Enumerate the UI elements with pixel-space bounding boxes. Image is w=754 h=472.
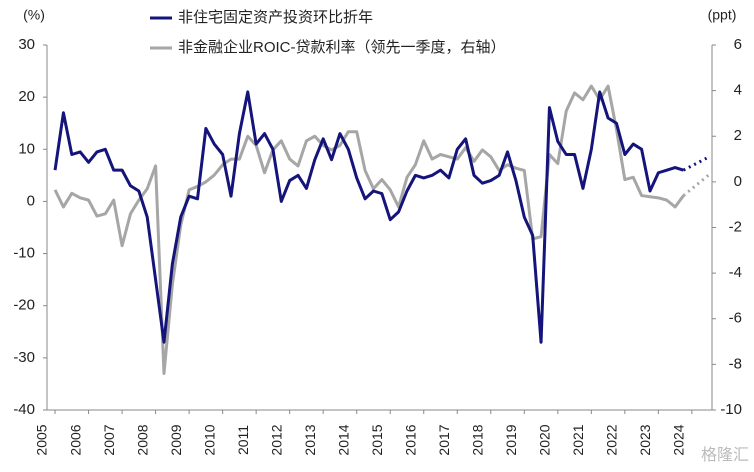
x-tick-label: 2009 [168,424,184,455]
x-tick-label: 2006 [67,424,83,455]
x-tick-label: 2007 [101,424,117,455]
x-tick-label: 2021 [570,424,586,455]
y2-tick-label: 4 [734,82,742,99]
series-line [53,90,684,344]
x-tick-label: 2024 [671,424,687,455]
y2-tick-label: -10 [720,401,742,418]
x-tick-label: 2023 [637,424,653,455]
y2-tick-label: 0 [734,173,742,190]
projection-line [682,155,710,172]
y-tick-label: 20 [18,88,35,105]
x-tick-label: 2012 [268,424,284,455]
y2-tick-label: -2 [729,218,742,235]
y2-tick-label: 2 [734,127,742,144]
x-tick-label: 2010 [201,424,217,455]
y-tick-label: -30 [13,349,35,366]
series-line [53,84,685,375]
y2-axis-label: (ppt) [708,7,737,23]
y-tick-label: -20 [13,297,35,314]
y2-tick-label: -6 [729,310,742,327]
y-tick-label: -40 [13,401,35,418]
x-tick-label: 2020 [537,424,553,455]
watermark: 格隆汇 [701,446,749,464]
y2-tick-label: -4 [729,264,742,281]
y2-tick-label: -8 [729,355,742,372]
x-tick-label: 2019 [503,424,519,455]
x-tick-label: 2014 [335,424,351,455]
legend-label: 非金融企业ROIC-贷款利率（领先一季度，右轴） [178,38,506,56]
x-tick-label: 2022 [604,424,620,455]
y-tick-label: -10 [13,245,35,262]
x-tick-label: 2017 [436,424,452,455]
x-tick-label: 2005 [34,424,50,455]
y-tick-label: 30 [18,36,35,53]
legend-label: 非住宅固定资产投资环比折年 [178,9,373,26]
x-tick-label: 2013 [302,424,318,455]
y2-tick-label: 6 [734,36,742,53]
x-tick-label: 2018 [469,424,485,455]
projection-line [682,173,710,197]
x-tick-label: 2015 [369,424,385,455]
y-axis-label: (%) [23,7,45,23]
y-tick-label: 10 [18,140,35,157]
x-tick-label: 2008 [134,424,150,455]
x-tick-label: 2011 [235,425,251,455]
x-tick-label: 2016 [402,424,418,455]
y-tick-label: 0 [27,192,35,209]
